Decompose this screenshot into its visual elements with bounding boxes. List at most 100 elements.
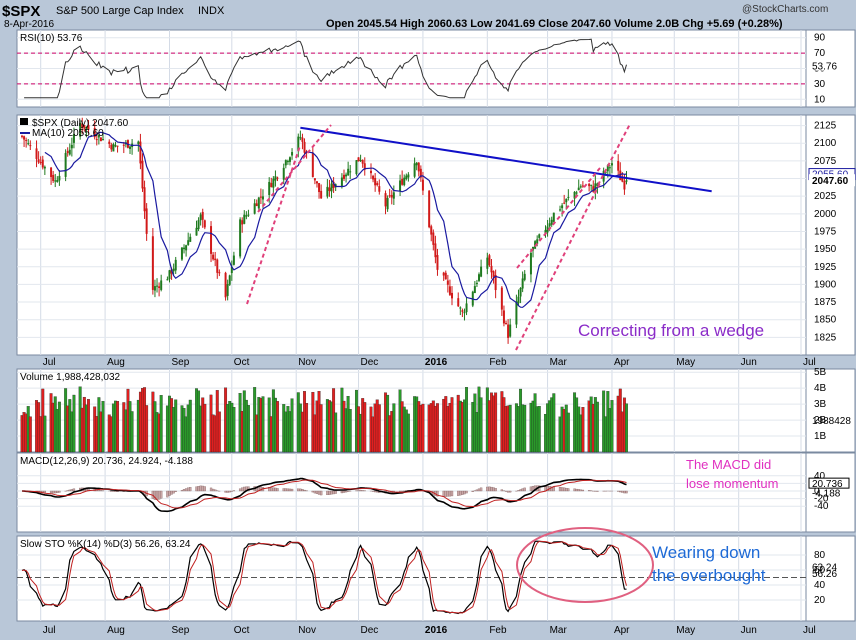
candle-body bbox=[270, 183, 273, 187]
x-tick-label: Sep bbox=[171, 625, 189, 636]
panel-vol bbox=[16, 368, 807, 453]
candle-body bbox=[610, 163, 613, 166]
candle-body bbox=[523, 273, 526, 280]
price-value-tag bbox=[809, 174, 855, 187]
x-tick-label: Mar bbox=[550, 625, 568, 636]
volume-bar bbox=[43, 415, 47, 453]
macd-hist-bar bbox=[226, 490, 229, 493]
candle-body bbox=[372, 175, 375, 180]
candle-body bbox=[577, 187, 580, 191]
candle-body bbox=[318, 183, 321, 193]
macd-hist-bar bbox=[311, 490, 314, 493]
candle-body bbox=[288, 157, 291, 162]
symbol-title: $SPX bbox=[2, 3, 41, 20]
candle-body bbox=[85, 127, 88, 129]
macd-hist-bar bbox=[43, 490, 47, 493]
annotation-macd-2: lose momentum bbox=[686, 476, 778, 491]
macd-hist-bar bbox=[243, 486, 246, 492]
candle-body bbox=[247, 214, 250, 216]
wedge-line bbox=[516, 167, 601, 269]
candle-body bbox=[143, 187, 146, 212]
candle-body bbox=[99, 137, 102, 142]
candle-body bbox=[210, 226, 213, 254]
macd-tick-label: 0 bbox=[814, 486, 820, 497]
candle-body bbox=[417, 162, 420, 172]
macd-hist-bar bbox=[479, 487, 483, 492]
macd-hist-bar bbox=[319, 490, 323, 496]
volume-tick-label: 1B bbox=[814, 431, 827, 442]
candle-body bbox=[461, 310, 464, 312]
axis-bg-vol bbox=[805, 368, 856, 453]
candle-body bbox=[301, 137, 304, 142]
candle-body bbox=[349, 171, 352, 173]
candle-body bbox=[384, 193, 387, 207]
candle-body bbox=[374, 177, 377, 186]
macd-hist-bar bbox=[270, 487, 273, 492]
rsi-tick-label: 90 bbox=[814, 33, 826, 44]
candle-body bbox=[110, 144, 113, 150]
candle-body bbox=[590, 184, 593, 186]
candle-body bbox=[116, 145, 119, 147]
volume-bar bbox=[217, 411, 221, 453]
macd-hist-bar bbox=[315, 490, 319, 494]
macd-tick-label: 40 bbox=[814, 471, 826, 482]
y-tick-label: 1975 bbox=[814, 226, 837, 237]
candle-body bbox=[490, 265, 493, 273]
macd-hist-bar bbox=[317, 490, 321, 495]
macd-hist-bar bbox=[492, 487, 495, 492]
volume-bar bbox=[145, 405, 149, 453]
candle-body bbox=[70, 144, 73, 149]
candle-body bbox=[299, 137, 302, 139]
y-tick-label: 1925 bbox=[814, 262, 837, 273]
candle-body bbox=[27, 143, 30, 145]
sto-panel-label: Slow STO %K(14) %D(3) 56.26, 63.24 bbox=[20, 539, 191, 550]
macd-hist-bar bbox=[313, 490, 317, 494]
panel-price bbox=[16, 114, 807, 356]
volume-bar bbox=[188, 399, 192, 453]
x-tick-label: May bbox=[676, 625, 695, 636]
sto-k-tag-text: 56.26 bbox=[812, 569, 837, 580]
x-tick-label: Jul bbox=[43, 357, 56, 368]
candle-body bbox=[386, 198, 389, 210]
macd-hist-bar bbox=[371, 490, 375, 492]
candle-body bbox=[56, 179, 59, 182]
macd-hist-bar bbox=[500, 489, 504, 492]
macd-hist-bar bbox=[272, 487, 275, 492]
candle-body bbox=[151, 236, 154, 290]
candle-body bbox=[509, 324, 512, 337]
candle-body bbox=[434, 243, 437, 258]
candle-body bbox=[442, 272, 445, 276]
candle-body bbox=[521, 278, 524, 289]
candle-body bbox=[546, 226, 549, 233]
candle-body bbox=[419, 168, 422, 178]
x-tick-label: Jun bbox=[741, 357, 757, 368]
candle-body bbox=[272, 178, 275, 188]
macd-hist-bar bbox=[346, 490, 350, 492]
candle-body bbox=[23, 136, 26, 140]
macd-hist-bar bbox=[463, 490, 466, 495]
candle-body bbox=[139, 141, 142, 164]
candle-body bbox=[25, 140, 28, 142]
macd-hist-bar bbox=[201, 485, 204, 492]
candle-body bbox=[228, 275, 231, 285]
macd-hist-bar bbox=[573, 488, 576, 492]
macd-hist-bar bbox=[450, 490, 454, 497]
x-tick-label: Jun bbox=[741, 625, 757, 636]
volume-bars bbox=[20, 386, 628, 453]
x-tick-label: 2016 bbox=[425, 357, 448, 368]
volume-bar bbox=[581, 407, 585, 453]
candle-body bbox=[83, 125, 86, 129]
candle-body bbox=[330, 183, 333, 192]
macd-hist-bar bbox=[70, 489, 74, 492]
candle-body bbox=[559, 209, 562, 211]
trendline-resistance bbox=[300, 126, 712, 193]
macd-hist-bar bbox=[488, 486, 491, 492]
candle-body bbox=[552, 212, 555, 222]
macd-hist-bar bbox=[330, 490, 333, 495]
candle-body bbox=[145, 208, 148, 234]
macd-hist-bar bbox=[56, 490, 59, 494]
candle-body bbox=[340, 177, 343, 187]
price-candles bbox=[21, 117, 628, 344]
price-legend-swatch bbox=[20, 118, 28, 125]
volume-bar bbox=[72, 394, 76, 453]
